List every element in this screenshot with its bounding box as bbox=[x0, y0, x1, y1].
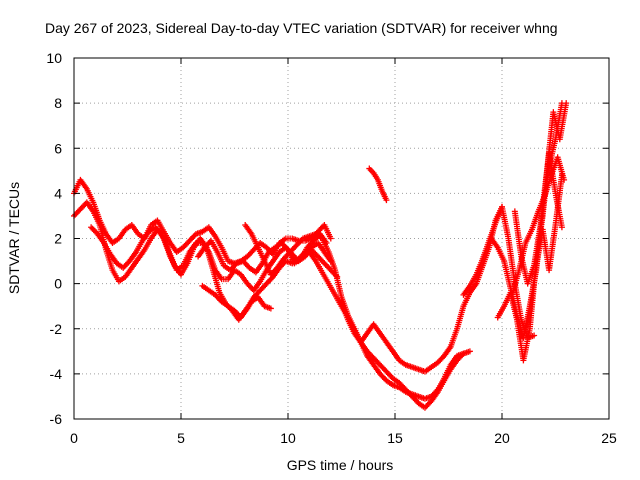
grid-lines bbox=[74, 58, 609, 419]
data-point bbox=[558, 224, 565, 231]
series-track-6 bbox=[242, 221, 473, 402]
y-axis-label: SDTVAR / TECUs bbox=[6, 182, 22, 294]
y-tick-label: 6 bbox=[54, 140, 62, 156]
data-point bbox=[383, 197, 390, 204]
data-point bbox=[327, 235, 334, 242]
axis-ticks: 0 5 10 15 20 25 -6 -4 -2 0 2 4 6 8 10 bbox=[46, 50, 617, 446]
y-tick-label: -6 bbox=[50, 411, 63, 427]
x-tick-label: 10 bbox=[280, 430, 296, 446]
x-tick-label: 15 bbox=[387, 430, 403, 446]
x-axis-label: GPS time / hours bbox=[287, 457, 394, 473]
x-tick-label: 20 bbox=[494, 430, 510, 446]
data-series bbox=[71, 100, 570, 411]
x-tick-label: 0 bbox=[70, 430, 78, 446]
series-track-15 bbox=[520, 172, 565, 341]
data-point bbox=[558, 172, 565, 179]
y-tick-label: -4 bbox=[50, 366, 63, 382]
y-tick-label: 2 bbox=[54, 231, 62, 247]
data-point bbox=[531, 332, 538, 339]
x-tick-label: 5 bbox=[177, 430, 185, 446]
y-tick-label: -2 bbox=[50, 321, 63, 337]
data-point bbox=[563, 100, 570, 107]
y-tick-label: 10 bbox=[46, 50, 62, 66]
y-tick-label: 4 bbox=[54, 185, 62, 201]
chart-title: Day 267 of 2023, Sidereal Day-to-day VTE… bbox=[45, 20, 558, 36]
y-tick-label: 0 bbox=[54, 276, 62, 292]
series-track-9 bbox=[366, 165, 390, 204]
y-tick-label: 8 bbox=[54, 95, 62, 111]
data-point bbox=[267, 305, 274, 312]
data-point bbox=[460, 350, 467, 357]
x-tick-label: 25 bbox=[601, 430, 617, 446]
data-point bbox=[466, 348, 473, 355]
